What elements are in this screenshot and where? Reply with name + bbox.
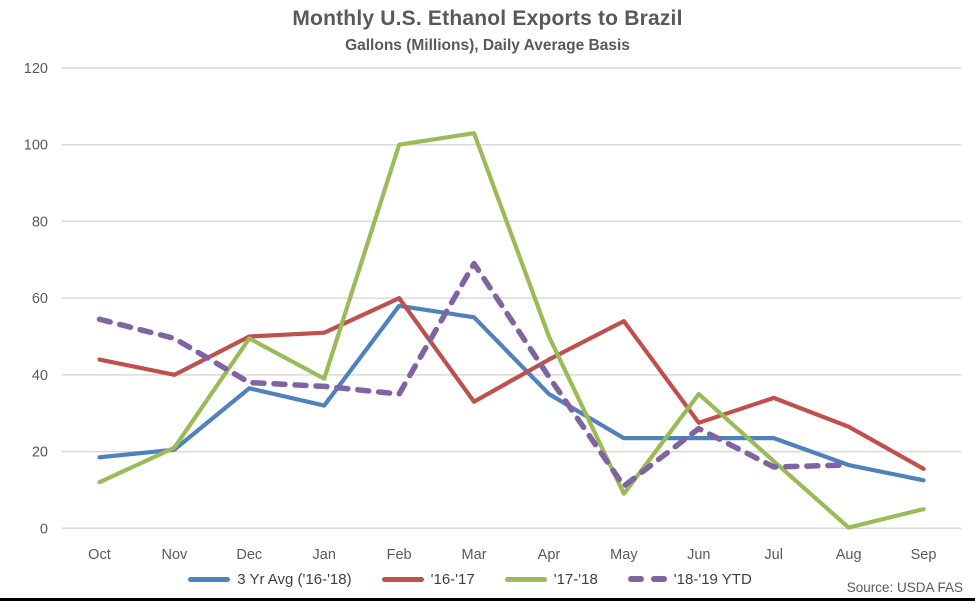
x-tick-label: Jun — [687, 547, 710, 563]
y-tick-label: 120 — [24, 61, 48, 77]
legend-item: 3 Yr Avg ('16-'18) — [188, 570, 352, 588]
legend-swatch — [188, 576, 231, 582]
y-tick-label: 0 — [40, 521, 48, 537]
x-tick-label: Sep — [911, 547, 937, 563]
legend-swatch — [504, 576, 547, 582]
series-line-2 — [97, 131, 926, 530]
y-tick-label: 20 — [32, 445, 48, 461]
legend-swatch — [381, 576, 424, 582]
legend-item: '17-'18 — [504, 570, 598, 588]
y-tick-label: 40 — [32, 368, 48, 384]
legend-item: '16-'17 — [381, 570, 475, 588]
legend-label: '17-'18 — [553, 570, 598, 588]
x-tick-label: Oct — [88, 547, 111, 563]
y-tick-label: 60 — [32, 291, 48, 307]
legend-swatch — [627, 576, 667, 582]
series-line-0 — [97, 303, 926, 483]
legend-item: '18-'19 YTD — [627, 570, 752, 588]
series-line-3 — [96, 260, 852, 489]
x-tick-label: Nov — [161, 547, 188, 563]
chart-legend: 3 Yr Avg ('16-'18) '16-'17 '17-'18 '18-'19 … — [120, 566, 820, 592]
x-tick-label: Mar — [462, 547, 487, 563]
legend-label: 3 Yr Avg ('16-'18) — [237, 570, 352, 588]
x-tick-label: Aug — [836, 547, 862, 563]
x-tick-label: Jan — [313, 547, 336, 563]
y-tick-label: 100 — [24, 138, 48, 154]
y-tick-label: 80 — [32, 214, 48, 230]
series-line-1 — [97, 296, 926, 471]
x-tick-label: Dec — [236, 547, 262, 563]
x-tick-label: May — [610, 547, 638, 563]
chart-title: Monthly U.S. Ethanol Exports to Brazil — [292, 7, 683, 30]
x-tick-label: Jul — [764, 547, 783, 563]
chart-subtitle: Gallons (Millions), Daily Average Basis — [345, 37, 630, 54]
legend-label: '16-'17 — [430, 570, 475, 588]
x-tick-label: Feb — [387, 547, 412, 563]
legend-label: '18-'19 YTD — [673, 570, 752, 588]
source-note: Source: USDA FAS — [846, 580, 963, 595]
x-tick-label: Apr — [538, 547, 561, 563]
